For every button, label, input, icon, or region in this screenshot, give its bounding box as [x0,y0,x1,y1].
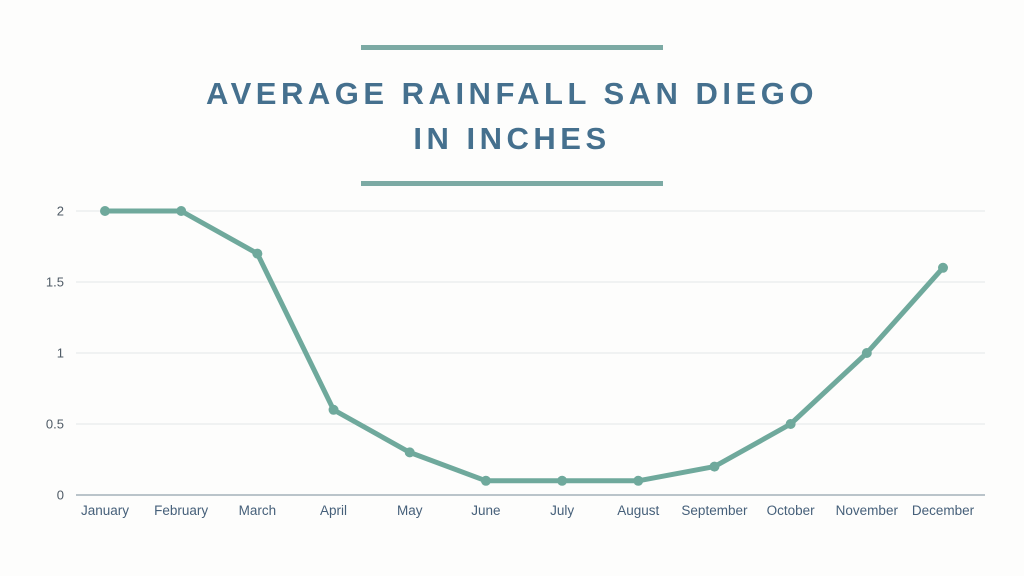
x-tick-label: August [617,503,659,518]
x-tick-label: December [912,503,975,518]
data-point [709,461,720,472]
x-tick-label: January [81,503,129,518]
x-tick-label: October [767,503,816,518]
x-tick-label: June [471,503,500,518]
x-tick-label: March [239,503,277,518]
x-tick-label: February [154,503,208,518]
data-point [480,475,491,486]
title-rule-bottom [361,181,663,186]
x-tick-label: November [836,503,899,518]
title-block: AVERAGE RAINFALL SAN DIEGO IN INCHES [0,45,1024,186]
y-tick-label: 0.5 [46,417,64,432]
y-tick-label: 1 [57,346,64,361]
data-point [328,404,339,415]
data-point [557,475,568,486]
data-point [100,206,110,216]
y-tick-label: 2 [57,204,64,219]
x-tick-label: April [320,503,347,518]
data-point [785,419,796,429]
chart-title: AVERAGE RAINFALL SAN DIEGO IN INCHES [206,71,818,161]
title-rule-top [361,45,663,50]
x-tick-label: May [397,503,423,518]
data-point [176,206,187,216]
title-line-1: AVERAGE RAINFALL SAN DIEGO [206,76,818,111]
rainfall-line [102,208,946,484]
data-point [938,262,948,273]
y-tick-label: 1.5 [46,275,64,290]
data-point [252,248,263,259]
data-point [404,447,415,458]
y-tick-label: 0 [57,488,64,503]
data-point [633,475,644,486]
x-tick-label: September [681,503,748,518]
data-point [861,348,872,358]
title-line-2: IN INCHES [413,121,611,156]
x-tick-label: July [550,503,574,518]
